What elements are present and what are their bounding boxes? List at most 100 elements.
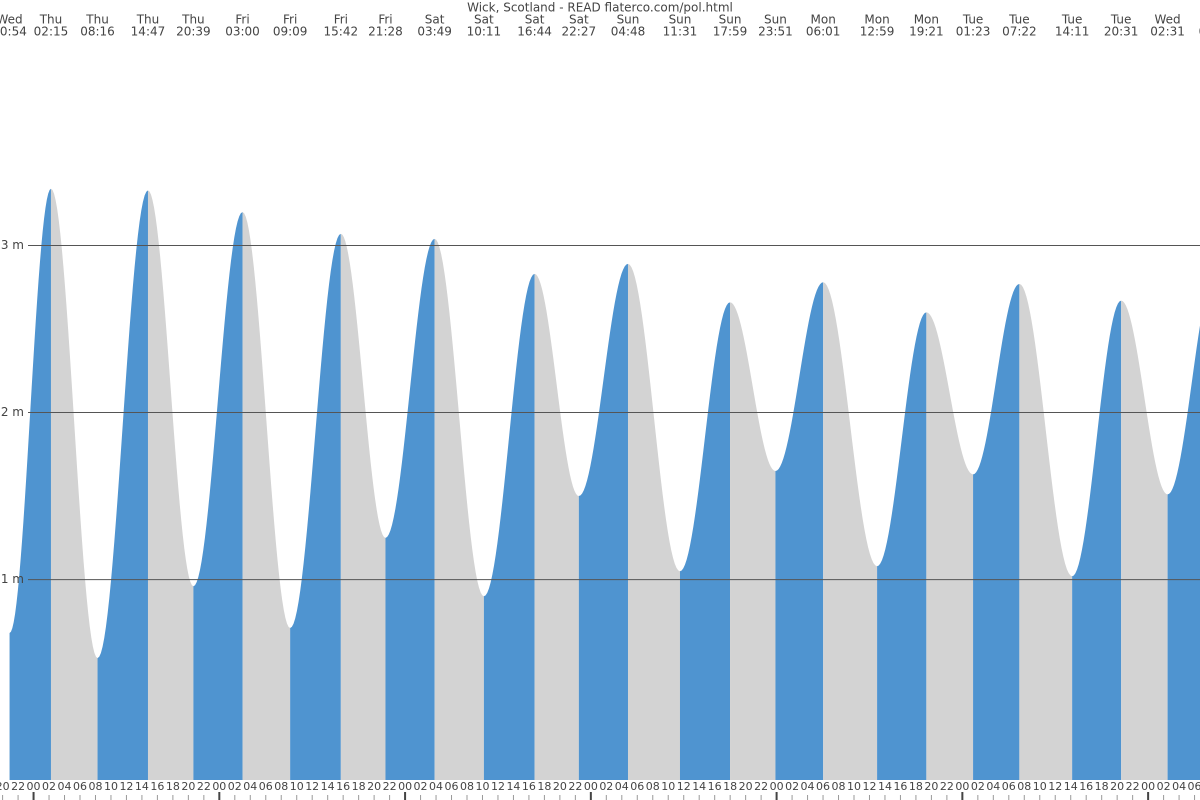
hour-tick-label: 02 <box>42 780 56 793</box>
extreme-time: 20:54 <box>0 25 27 39</box>
extreme-day: Sun <box>764 13 787 27</box>
hour-tick-label: 00 <box>212 780 226 793</box>
extreme-time: 14:47 <box>131 25 166 39</box>
hour-tick-label: 20 <box>367 780 381 793</box>
extreme-day: Fri <box>235 13 249 27</box>
hour-tick-label: 18 <box>352 780 366 793</box>
hour-tick-label: 14 <box>506 780 520 793</box>
hour-tick-label: 10 <box>1033 780 1047 793</box>
falling-area <box>534 273 579 780</box>
y-tick-label: 1 m <box>1 572 24 586</box>
hour-tick-label: 02 <box>599 780 613 793</box>
hour-tick-label: 18 <box>909 780 923 793</box>
extreme-time: 07:22 <box>1002 25 1037 39</box>
hour-tick-label: 06 <box>259 780 273 793</box>
hour-tick-label: 16 <box>893 780 907 793</box>
hour-tick-label: 22 <box>197 780 211 793</box>
rising-area <box>679 302 731 780</box>
extreme-day: Mon <box>914 13 939 27</box>
hour-tick-label: 22 <box>11 780 25 793</box>
hour-tick-label: 10 <box>290 780 304 793</box>
hour-tick-label: 22 <box>383 780 397 793</box>
extreme-time: 09:09 <box>273 25 308 39</box>
hour-tick-label: 04 <box>243 780 257 793</box>
rising-area <box>290 233 341 780</box>
extreme-time: 01:23 <box>956 25 991 39</box>
extreme-time: 20:31 <box>1104 25 1139 39</box>
extreme-day: Sun <box>669 13 692 27</box>
hour-tick-label: 04 <box>429 780 443 793</box>
hour-tick-label: 10 <box>661 780 675 793</box>
hour-tick-label: 18 <box>723 780 737 793</box>
rising-area <box>1167 325 1200 780</box>
extreme-day: Tue <box>962 13 984 27</box>
extreme-time: 04:48 <box>611 25 646 39</box>
extreme-time: 17:59 <box>713 25 748 39</box>
hour-tick-label: 02 <box>228 780 242 793</box>
hour-tick-label: 22 <box>940 780 954 793</box>
extreme-day: Sat <box>569 13 589 27</box>
extreme-day: Fri <box>334 13 348 27</box>
areas <box>9 188 1200 780</box>
extreme-day: Wed <box>1155 13 1181 27</box>
extreme-day: Mon <box>811 13 836 27</box>
extreme-time: 16:44 <box>517 25 552 39</box>
hour-tick-label: 22 <box>568 780 582 793</box>
hour-tick-label: 16 <box>522 780 536 793</box>
extreme-day: Thu <box>181 13 205 27</box>
rising-area <box>973 283 1020 780</box>
extreme-day: Thu <box>85 13 109 27</box>
hour-tick-label: 08 <box>646 780 660 793</box>
falling-area <box>926 312 974 780</box>
chart-title: Wick, Scotland - READ flaterco.com/pol.h… <box>467 1 733 15</box>
hour-tick-label: 08 <box>88 780 102 793</box>
hour-tick-label: 18 <box>537 780 551 793</box>
hour-tick-label: 06 <box>630 780 644 793</box>
hour-tick-label: 02 <box>971 780 985 793</box>
hour-tick-label: 08 <box>274 780 288 793</box>
hour-tick-label: 00 <box>955 780 969 793</box>
extreme-day: Tue <box>1008 13 1030 27</box>
extreme-time: 20:39 <box>176 25 211 39</box>
hour-tick-label: 22 <box>1126 780 1140 793</box>
hour-tick-label: 04 <box>986 780 1000 793</box>
rising-area <box>97 190 148 780</box>
hour-tick-label: 04 <box>801 780 815 793</box>
extreme-time: 02:15 <box>34 25 69 39</box>
hour-tick-label: 20 <box>1110 780 1124 793</box>
rising-area <box>483 273 535 780</box>
falling-area <box>1019 283 1073 780</box>
hour-tick-label: 12 <box>305 780 319 793</box>
rising-area <box>578 263 628 780</box>
hour-tick-label: 16 <box>708 780 722 793</box>
extreme-day: Wed <box>0 13 23 27</box>
hour-tick-label: 04 <box>615 780 629 793</box>
hour-tick-label: 06 <box>73 780 87 793</box>
hour-tick-label: 14 <box>321 780 335 793</box>
hour-tick-label: 16 <box>1079 780 1093 793</box>
hour-tick-label: 12 <box>119 780 133 793</box>
extreme-day: Tue <box>1110 13 1132 27</box>
hour-tick-label: 08 <box>460 780 474 793</box>
extreme-time: 22:27 <box>562 25 597 39</box>
hour-tick-label: 20 <box>0 780 10 793</box>
hour-tick-label: 12 <box>677 780 691 793</box>
overlay: 1 m2 m3 mWed20:54Thu02:15Thu08:16Thu14:4… <box>0 13 1200 800</box>
extreme-time: 02:31 <box>1150 25 1185 39</box>
hour-tick-label: 20 <box>924 780 938 793</box>
hour-tick-label: 04 <box>1172 780 1186 793</box>
falling-area <box>147 190 194 780</box>
rising-area <box>877 312 927 780</box>
hour-tick-label: 06 <box>1188 780 1200 793</box>
hour-tick-label: 20 <box>553 780 567 793</box>
extreme-day: Sun <box>617 13 640 27</box>
falling-area <box>730 302 776 780</box>
hour-tick-label: 14 <box>692 780 706 793</box>
extreme-time: 15:42 <box>324 25 359 39</box>
extreme-day: Thu <box>136 13 160 27</box>
y-tick-label: 2 m <box>1 405 24 419</box>
falling-area <box>1121 300 1168 780</box>
falling-area <box>340 233 386 780</box>
extreme-time: 19:21 <box>909 25 944 39</box>
